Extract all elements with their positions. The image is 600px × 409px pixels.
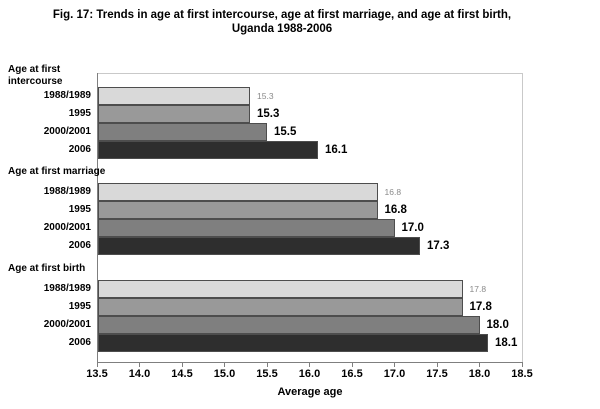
x-axis-tick-label: 18.5 (511, 368, 533, 380)
x-axis-tick-label: 15.0 (213, 368, 236, 380)
value-label: 15.3 (257, 108, 280, 120)
group-label-line: Age at first marriage (8, 166, 106, 178)
value-label: 18.1 (495, 336, 518, 349)
value-label: 16.8 (384, 187, 402, 198)
bar (98, 297, 463, 316)
group-label-line: Age at first birth (8, 262, 86, 274)
category-label: 2000/2001 (43, 222, 91, 234)
group-label: Age at first birth (8, 263, 85, 275)
value-label: 15.3 (257, 91, 274, 101)
bar (98, 201, 378, 220)
value-label: 17.8 (469, 300, 492, 313)
value-label: 18.0 (486, 318, 509, 331)
x-axis-tick (309, 362, 310, 367)
x-axis-tick (479, 362, 480, 367)
x-axis-tick-label: 14.5 (171, 368, 193, 380)
x-axis-tick (266, 362, 268, 367)
bar (98, 315, 480, 334)
category-label: 1995 (68, 108, 91, 119)
x-axis-tick-label: 14.0 (128, 368, 151, 380)
category-label: 2006 (68, 240, 91, 252)
category-label: 1995 (68, 204, 91, 216)
x-axis-tick (181, 362, 183, 367)
x-axis-tick-label: 15.5 (256, 368, 278, 380)
y-axis-line (97, 73, 98, 363)
x-axis-tick-label: 18.0 (468, 368, 491, 380)
x-axis-tick (521, 362, 523, 367)
x-axis-tick-label: 17.5 (426, 368, 448, 380)
bar (98, 279, 463, 298)
chart-title-line2: Uganda 1988-2006 (231, 23, 333, 35)
x-axis-tick (394, 362, 395, 367)
x-axis-tick-label: 13.5 (86, 368, 108, 380)
category-label: 1995 (68, 300, 91, 312)
group-label-line: intercourse (8, 76, 63, 87)
x-axis-tick-label: 17.0 (383, 368, 406, 380)
value-label: 16.8 (384, 204, 407, 217)
category-label: 2000/2001 (43, 318, 91, 330)
group-label: Age at first intercourse (8, 64, 62, 88)
bar (98, 219, 395, 238)
value-label: 15.5 (274, 126, 297, 138)
bar (98, 183, 378, 202)
bar (98, 123, 267, 141)
x-axis-line (97, 362, 523, 363)
category-label: 2006 (68, 336, 91, 348)
chart-title: Fig. 17: Trends in age at first intercou… (0, 8, 564, 36)
category-label: 1988/1989 (43, 90, 91, 101)
group-label-line: Age at first (8, 64, 61, 75)
value-label: 17.3 (427, 240, 450, 253)
bar (98, 87, 250, 105)
bar (98, 105, 250, 123)
x-axis-tick (224, 362, 225, 367)
bar (98, 141, 318, 159)
x-axis-tick-label: 16.0 (298, 368, 321, 380)
group-label: Age at first marriage (8, 166, 105, 178)
x-axis-title: Average age (277, 386, 343, 398)
x-axis-tick (436, 362, 438, 367)
value-label: 17.8 (469, 283, 487, 294)
x-axis-tick (351, 362, 353, 367)
category-label: 2006 (68, 144, 91, 155)
x-axis-tick-label: 16.5 (341, 368, 363, 380)
x-axis-tick (96, 362, 98, 367)
x-axis-tick (139, 362, 140, 367)
bar (98, 333, 488, 352)
category-label: 1988/1989 (43, 186, 91, 198)
chart-title-line1: Fig. 17: Trends in age at first intercou… (52, 9, 512, 21)
category-label: 2000/2001 (43, 126, 91, 137)
value-label: 16.1 (325, 144, 348, 156)
value-label: 17.0 (401, 222, 424, 235)
bar (98, 237, 420, 256)
category-label: 1988/1989 (43, 282, 91, 294)
